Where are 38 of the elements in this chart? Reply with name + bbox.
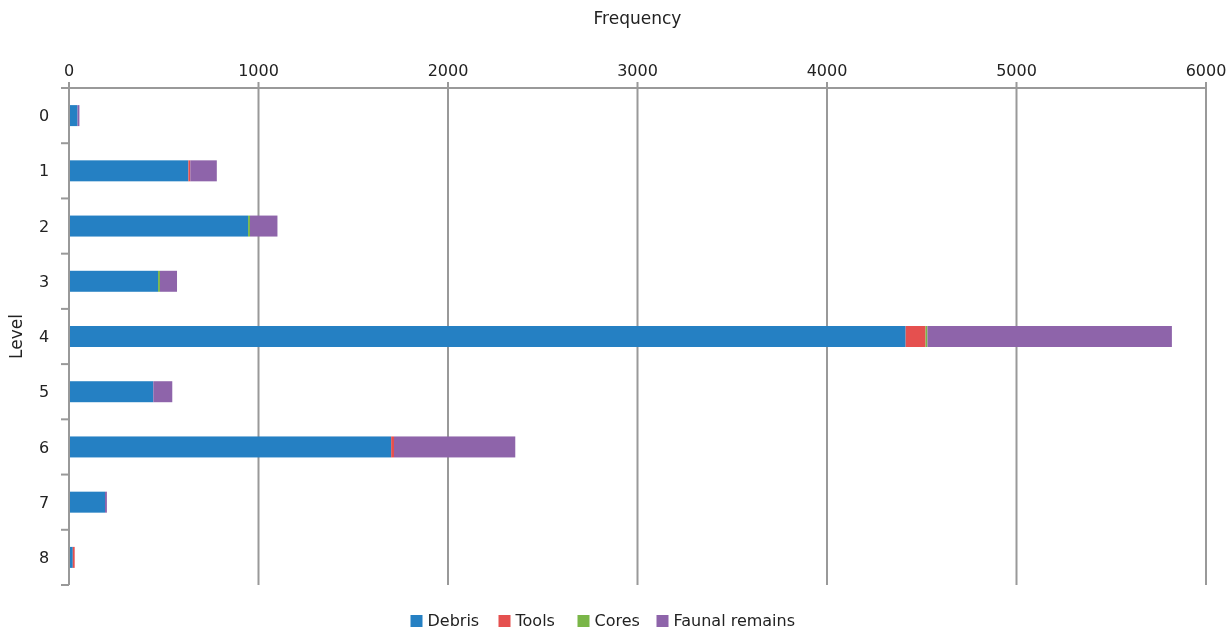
y-tick-label: 6 (38, 437, 50, 457)
legend-label: Cores (594, 611, 640, 630)
x-tick-label: 3000 (617, 61, 658, 80)
bar (69, 105, 78, 127)
x-tick-label: 0 (63, 61, 75, 80)
y-tick-label: 3 (38, 271, 50, 291)
bar (69, 436, 392, 458)
bar (69, 491, 106, 513)
bar (393, 436, 516, 458)
y-axis-title: Level (6, 314, 26, 359)
y-tick-label: 1 (38, 161, 50, 181)
bar (69, 381, 154, 403)
legend-label: Debris (427, 611, 480, 630)
x-tick-label: 4000 (806, 61, 848, 80)
y-tick-label: 5 (38, 382, 50, 402)
x-axis-title: Frequency (593, 8, 682, 28)
bar (69, 270, 159, 292)
bar (190, 160, 217, 182)
y-tick-label: 2 (38, 216, 50, 236)
bar (905, 326, 926, 347)
x-tick-label: 6000 (1185, 61, 1227, 80)
bar (249, 215, 278, 237)
bar (69, 160, 189, 182)
bar (69, 215, 249, 237)
y-tick-label: 7 (38, 492, 50, 512)
y-tick-label: 4 (38, 327, 50, 347)
legend-label: Faunal remains (673, 611, 796, 630)
x-tick-label: 1000 (238, 61, 279, 80)
y-tick-label: 8 (38, 547, 50, 567)
bar (153, 381, 173, 403)
legend-label: Tools (514, 611, 555, 630)
bar (391, 436, 394, 458)
x-tick-label: 2000 (427, 61, 469, 80)
x-tick-label: 5000 (996, 61, 1037, 80)
y-tick-label: 0 (38, 106, 50, 126)
bar (159, 270, 178, 292)
bar (69, 326, 906, 347)
bar (927, 326, 1172, 347)
